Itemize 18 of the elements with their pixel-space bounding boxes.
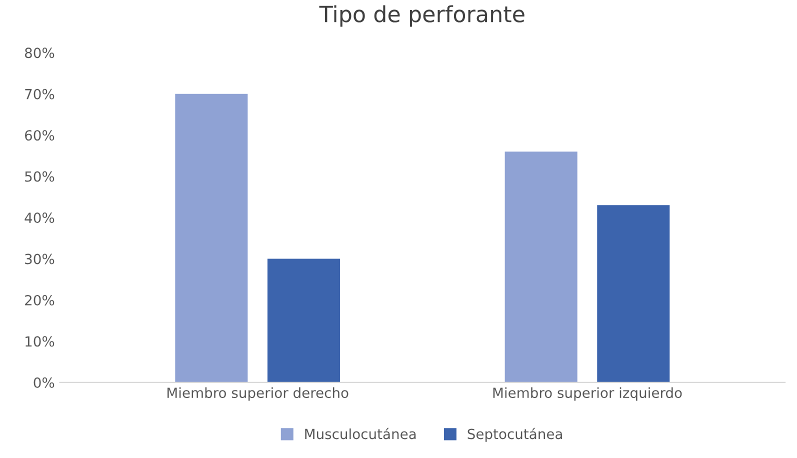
y-tick-label: 20% [25,294,54,306]
bar [597,205,670,382]
x-tick-label: Miembro superior izquierdo [493,387,682,401]
y-tick-label: 30% [25,254,54,264]
legend-label: Septocutánea [468,428,562,442]
x-tick-label: Miembro superior derecho [168,387,348,401]
y-tick-label: 40% [24,212,54,224]
y-tick-label: 70% [25,88,54,100]
bar [175,94,248,382]
y-tick-label: 60% [25,130,54,141]
chart-title: Tipo de perforante [319,5,524,27]
y-tick-label: 50% [25,171,54,182]
y-tick-label: 10% [26,336,54,347]
bar [504,152,578,382]
bar [267,258,340,382]
y-tick-label: 0% [34,377,54,388]
y-tick-label: 80% [24,48,54,58]
legend-label: Musculocutánea [305,428,416,440]
